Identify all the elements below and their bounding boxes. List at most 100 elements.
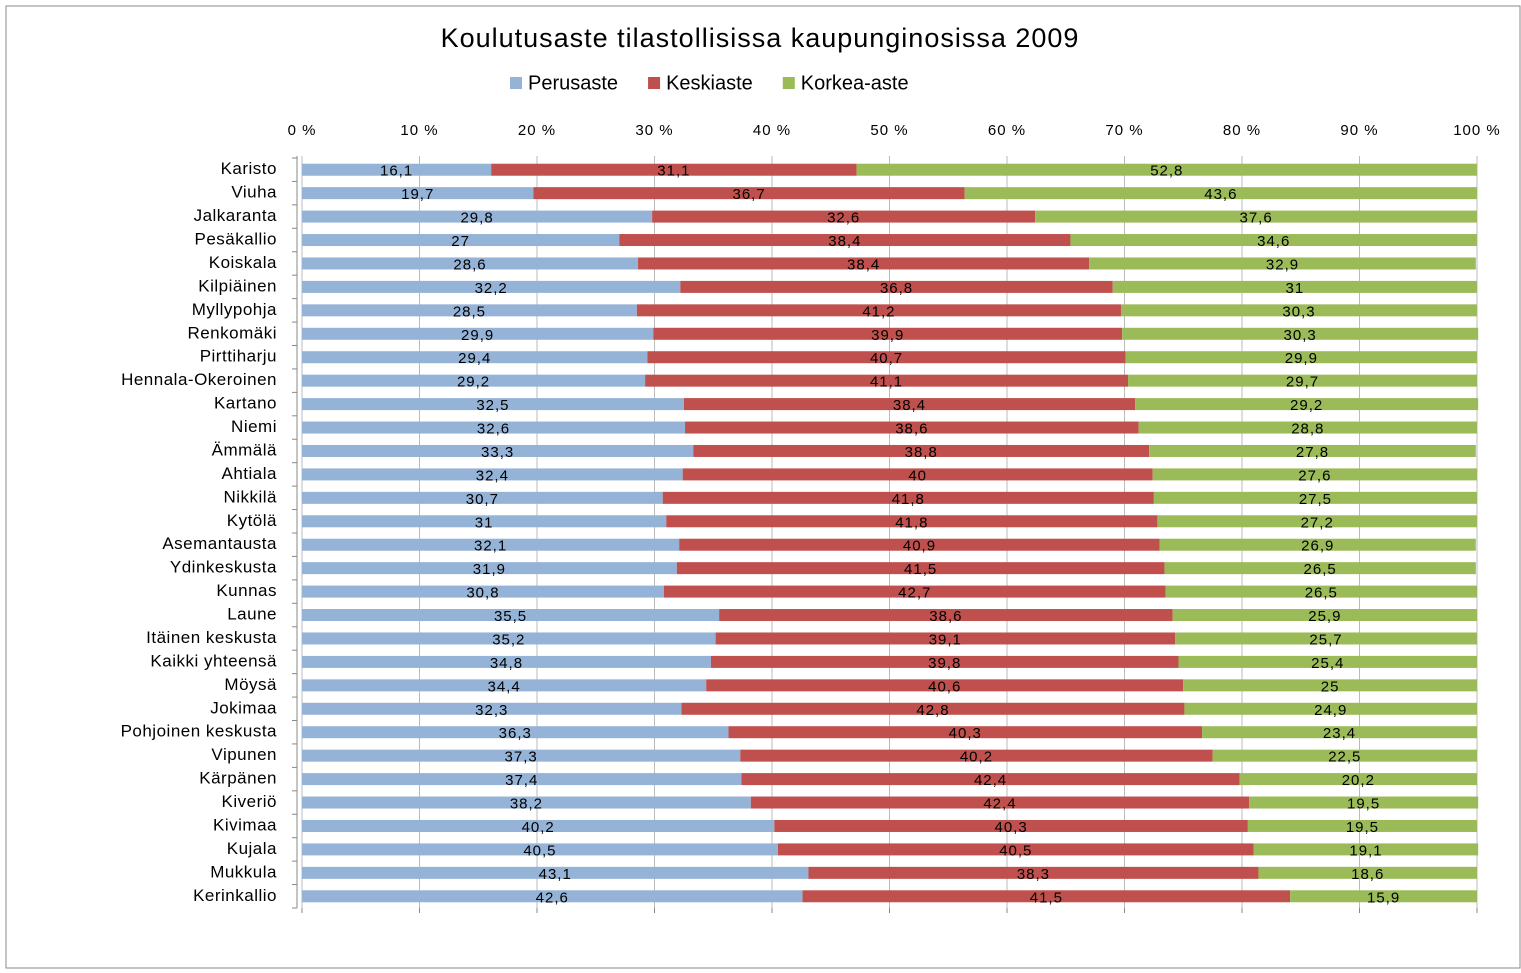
bar-segment xyxy=(808,866,1259,879)
data-label: 35,2 xyxy=(492,631,525,648)
bar-segment xyxy=(964,187,1477,200)
bar-segment xyxy=(856,163,1477,176)
y-tick-label: Jalkaranta xyxy=(194,206,277,225)
data-label: 27,6 xyxy=(1298,467,1331,484)
data-label: 25,7 xyxy=(1309,631,1342,648)
bar-segment xyxy=(1138,421,1477,434)
y-tick-label: Karisto xyxy=(221,159,277,178)
data-label: 29,2 xyxy=(457,374,490,391)
data-label: 38,4 xyxy=(893,397,926,414)
data-label: 36,3 xyxy=(499,725,532,742)
bar-segment xyxy=(302,749,741,762)
bar-segment xyxy=(1152,468,1477,481)
y-tick-label: Kujala xyxy=(227,839,277,858)
bar-segment xyxy=(1175,632,1477,645)
data-label: 20,2 xyxy=(1342,772,1375,789)
bar-segment xyxy=(802,890,1291,903)
bar-segment xyxy=(302,444,694,457)
data-label: 19,1 xyxy=(1349,842,1382,859)
y-tick-label: Kiveriö xyxy=(222,792,277,811)
y-tick-label: Kytölä xyxy=(227,511,277,530)
data-label: 40,6 xyxy=(928,678,961,695)
data-label: 35,5 xyxy=(494,608,527,625)
y-tick-label: Pohjoinen keskusta xyxy=(121,722,277,741)
data-label: 28,6 xyxy=(453,256,486,273)
bar-segment xyxy=(1202,726,1477,739)
data-label: 27,5 xyxy=(1299,491,1332,508)
bar-segment xyxy=(302,280,681,293)
x-tick-label: 70 % xyxy=(1105,122,1143,139)
bar-segment xyxy=(302,374,646,387)
y-tick-label: Laune xyxy=(227,605,277,624)
bar-segment xyxy=(647,351,1126,364)
bar-segment xyxy=(1247,819,1477,832)
y-tick-label: Ahtiala xyxy=(222,464,278,483)
bar-segment xyxy=(1249,796,1479,809)
bar-segment xyxy=(1122,327,1479,340)
bar-segment xyxy=(1290,890,1477,903)
data-label: 37,3 xyxy=(505,749,538,766)
x-tick-label: 60 % xyxy=(988,122,1026,139)
data-label: 38,6 xyxy=(929,608,962,625)
data-label: 16,1 xyxy=(380,163,413,180)
bar-segment xyxy=(706,679,1184,692)
y-tick-label: Vipunen xyxy=(211,745,277,764)
data-label: 31,9 xyxy=(473,561,506,578)
data-label: 36,8 xyxy=(880,280,913,297)
bar-segment xyxy=(680,280,1113,293)
bar-segment xyxy=(1164,562,1476,575)
data-label: 25 xyxy=(1321,678,1340,695)
data-label: 39,9 xyxy=(871,327,904,344)
data-label: 19,7 xyxy=(401,186,434,203)
bar-segment xyxy=(740,749,1213,762)
data-label: 42,8 xyxy=(916,702,949,719)
data-label: 38,6 xyxy=(895,421,928,438)
bar-segment xyxy=(302,796,751,809)
bar-segment xyxy=(676,562,1165,575)
data-label: 42,7 xyxy=(898,585,931,602)
bar-segment xyxy=(302,819,775,832)
data-label: 28,8 xyxy=(1291,421,1324,438)
data-label: 38,2 xyxy=(510,796,543,813)
bar-segment xyxy=(1035,210,1477,223)
x-tick-label: 30 % xyxy=(635,122,673,139)
y-tick-label: Ydinkeskusta xyxy=(170,558,277,577)
bar-segment xyxy=(302,726,729,739)
bar-segment xyxy=(302,585,664,598)
bar-segment xyxy=(302,655,711,668)
x-tick-label: 20 % xyxy=(518,122,556,139)
data-label: 27 xyxy=(451,233,470,250)
data-label: 38,4 xyxy=(847,256,880,273)
x-tick-label: 100 % xyxy=(1453,122,1501,139)
bar-segment xyxy=(1112,280,1477,293)
data-label: 41,5 xyxy=(904,561,937,578)
data-label: 29,4 xyxy=(458,350,491,367)
data-label: 42,4 xyxy=(974,772,1007,789)
data-label: 34,8 xyxy=(490,655,523,672)
data-label: 38,8 xyxy=(905,444,938,461)
bar-segment xyxy=(1253,843,1479,856)
data-label: 43,1 xyxy=(539,866,572,883)
bar-segment xyxy=(302,210,653,223)
y-tick-label: Jokimaa xyxy=(210,698,277,717)
data-label: 32,1 xyxy=(474,538,507,555)
data-label: 40,2 xyxy=(522,819,555,836)
y-tick-label: Kerinkallio xyxy=(193,886,277,905)
bar-segment xyxy=(645,374,1129,387)
data-label: 41,1 xyxy=(870,374,903,391)
data-label: 19,5 xyxy=(1347,796,1380,813)
bar-segment xyxy=(652,210,1036,223)
y-tick-label: Pirttiharju xyxy=(200,347,277,366)
bar-segment xyxy=(693,444,1150,457)
y-tick-label: Ämmälä xyxy=(212,440,277,459)
y-tick-label: Hennala-Okeroinen xyxy=(121,370,277,389)
bar-segment xyxy=(681,702,1185,715)
x-tick-label: 50 % xyxy=(870,122,908,139)
bar-segment xyxy=(533,187,965,200)
y-tick-label: Myllypohja xyxy=(192,300,277,319)
data-label: 41,8 xyxy=(892,491,925,508)
data-label: 32,2 xyxy=(475,280,508,297)
bar-segment xyxy=(302,538,680,551)
data-label: 30,3 xyxy=(1282,303,1315,320)
data-label: 39,8 xyxy=(928,655,961,672)
